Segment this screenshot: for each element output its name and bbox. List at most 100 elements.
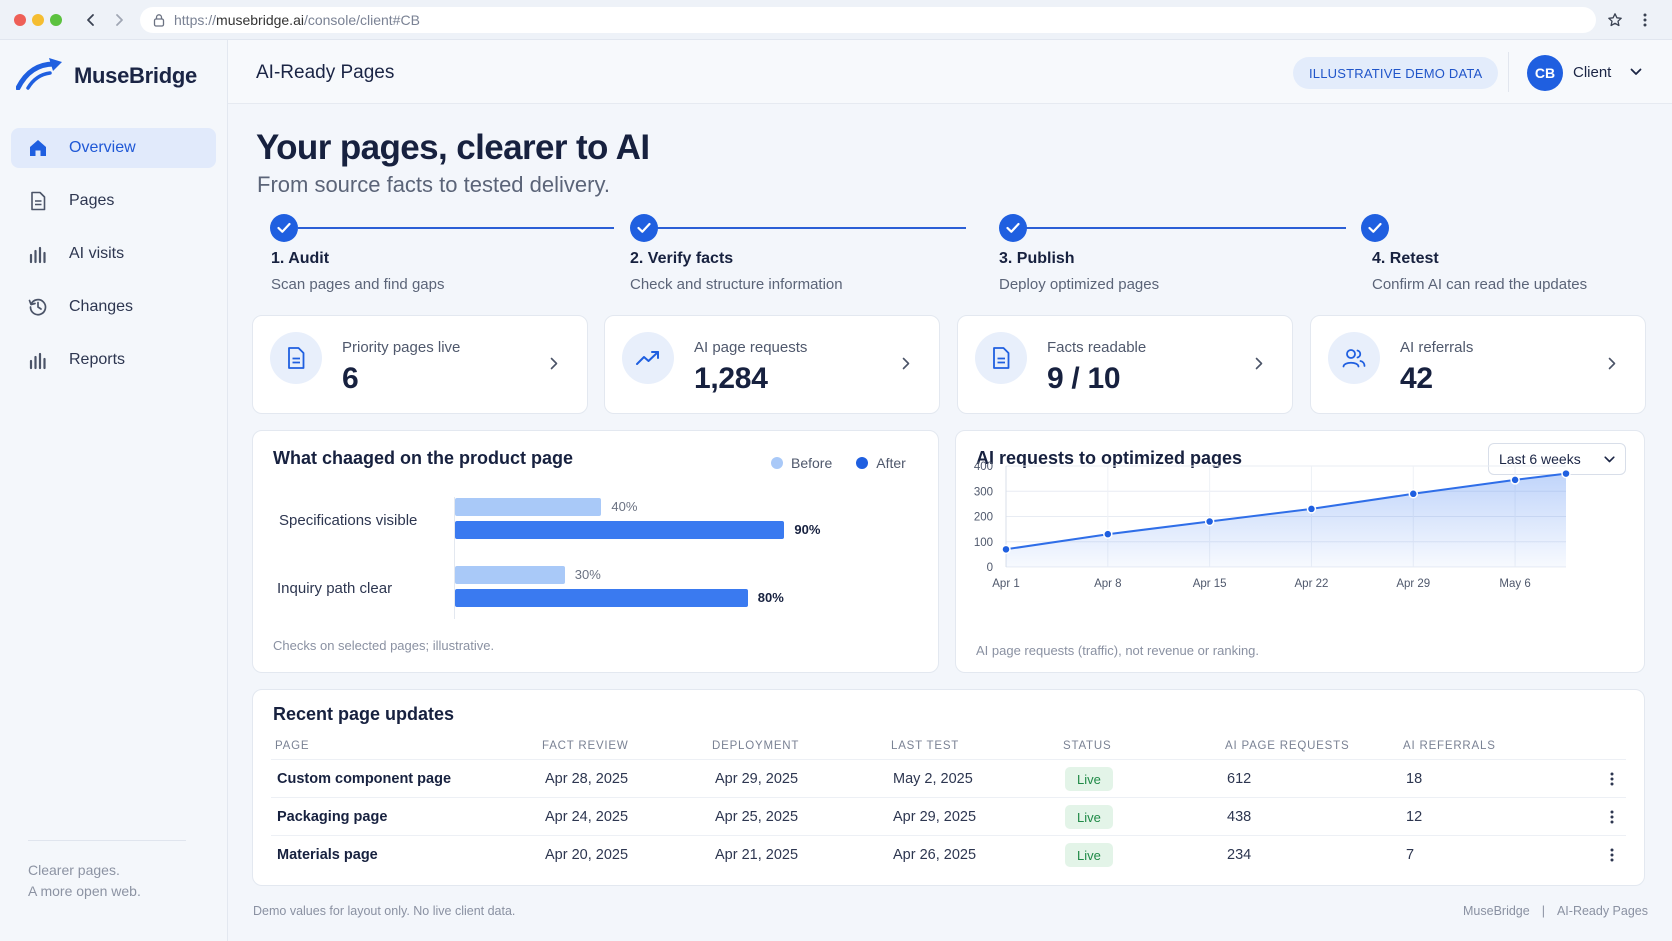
chart-footnote: Checks on selected pages; illustrative. xyxy=(273,638,495,653)
bar-before-inquiry xyxy=(455,566,565,584)
cell-page[interactable]: Packaging page xyxy=(277,809,388,825)
panel-title: Recent page updates xyxy=(273,704,455,724)
step-title: 1. Audit xyxy=(271,250,330,267)
date-range-select[interactable]: Last 6 weeks xyxy=(1488,443,1626,475)
sidebar-item-overview[interactable]: Overview xyxy=(11,128,216,168)
sidebar-item-label: AI visits xyxy=(69,245,125,262)
status-badge: Live xyxy=(1065,843,1113,867)
footer-product-name: AI-Ready Pages xyxy=(1556,904,1648,918)
chevron-right-icon xyxy=(1603,354,1621,372)
home-icon xyxy=(27,137,49,159)
sidebar-item-reports[interactable]: Reports xyxy=(11,340,216,380)
y-tick-label: 400 xyxy=(974,461,993,473)
step-connector xyxy=(646,227,966,229)
hero-title: Your pages, clearer to AI xyxy=(256,128,650,167)
cell-page[interactable]: Custom component page xyxy=(277,771,452,787)
step-title: 3. Publish xyxy=(999,250,1075,267)
maximize-window-dot[interactable] xyxy=(50,14,62,26)
users-icon xyxy=(1328,332,1380,384)
column-header[interactable]: AI PAGE REQUESTS xyxy=(1225,740,1350,752)
status-badge: Live xyxy=(1065,805,1113,829)
sidebar-item-pages[interactable]: Pages xyxy=(11,181,216,221)
step-complete-check-icon xyxy=(630,214,658,242)
sidebar-item-changes[interactable]: Changes xyxy=(11,287,216,327)
column-header[interactable]: AI REFERRALS xyxy=(1403,740,1496,752)
kpi-card-ai-referrals[interactable]: AI referrals 42 xyxy=(1310,315,1646,414)
step-description: Scan pages and find gaps xyxy=(271,276,445,293)
data-point xyxy=(1001,544,1011,555)
brand-logo[interactable]: MuseBridge xyxy=(15,56,197,95)
status-badge: Live xyxy=(1065,767,1113,791)
row-menu-icon[interactable] xyxy=(1602,844,1622,866)
y-tick-label: 200 xyxy=(974,512,993,524)
browser-menu-icon[interactable] xyxy=(1634,9,1656,31)
x-tick-label: Apr 22 xyxy=(1295,578,1329,590)
chevron-down-icon[interactable] xyxy=(1626,62,1646,82)
musebridge-logo-icon xyxy=(15,56,66,95)
column-header[interactable]: STATUS xyxy=(1063,740,1112,752)
cell-deployment: Apr 21, 2025 xyxy=(715,847,799,863)
step-complete-check-icon xyxy=(1361,214,1389,242)
row-menu-icon[interactable] xyxy=(1602,806,1622,828)
sidebar-item-label: Reports xyxy=(69,351,126,368)
cell-page[interactable]: Materials page xyxy=(277,847,378,863)
table-row[interactable]: Packaging page Apr 24, 2025 Apr 25, 2025… xyxy=(271,797,1626,835)
document-icon xyxy=(975,332,1027,384)
bar-after-specifications xyxy=(455,521,785,539)
url-host: musebridge.ai xyxy=(216,12,304,28)
sidebar: MuseBridge Overview Pages AI visits Chan… xyxy=(0,40,228,941)
sidebar-tagline: Clearer pages. A more open web. xyxy=(28,860,198,902)
sidebar-item-ai-visits[interactable]: AI visits xyxy=(11,234,216,274)
bookmark-star-icon[interactable] xyxy=(1604,9,1626,31)
column-header[interactable]: FACT REVIEW xyxy=(542,740,629,752)
cell-ai-requests: 438 xyxy=(1227,809,1252,825)
chevron-down-icon xyxy=(1601,451,1617,467)
table-row[interactable]: Materials page Apr 20, 2025 Apr 21, 2025… xyxy=(271,835,1626,873)
address-bar[interactable]: https://musebridge.ai/console/client#CB xyxy=(140,7,1596,33)
step-complete-check-icon xyxy=(270,214,298,242)
close-window-dot[interactable] xyxy=(14,14,26,26)
minimize-window-dot[interactable] xyxy=(32,14,44,26)
series-area xyxy=(1006,473,1566,567)
cell-deployment: Apr 29, 2025 xyxy=(715,771,799,787)
forward-icon[interactable] xyxy=(108,9,130,31)
step-connector xyxy=(298,227,614,229)
x-tick-label: Apr 15 xyxy=(1193,578,1227,590)
ai-requests-panel: AI requests to optimized pages Last 6 we… xyxy=(955,430,1645,673)
header-divider xyxy=(1508,52,1509,92)
kpi-card-facts-readable[interactable]: Facts readable 9 / 10 xyxy=(957,315,1293,414)
cell-fact-review: Apr 28, 2025 xyxy=(545,771,629,787)
back-icon[interactable] xyxy=(80,9,102,31)
history-icon xyxy=(27,296,49,318)
row-menu-icon[interactable] xyxy=(1602,768,1622,790)
data-point xyxy=(1510,475,1520,485)
cell-ai-requests: 612 xyxy=(1227,771,1252,787)
sidebar-divider xyxy=(28,840,186,841)
trend-up-icon xyxy=(622,332,674,384)
date-range-value: Last 6 weeks xyxy=(1499,451,1581,467)
tagline-line-1: Clearer pages. xyxy=(28,862,120,878)
column-header[interactable]: PAGE xyxy=(275,740,310,752)
user-name[interactable]: Client xyxy=(1573,64,1612,81)
avatar[interactable]: CB xyxy=(1527,55,1563,91)
bar-after-inquiry xyxy=(455,589,748,607)
panel-title: AI requests to optimized pages xyxy=(976,448,1243,468)
column-header[interactable]: LAST TEST xyxy=(891,740,960,752)
x-tick-label: Apr 8 xyxy=(1094,578,1122,590)
x-tick-label: Apr 29 xyxy=(1396,578,1430,590)
legend-label-after: After xyxy=(876,455,906,471)
sidebar-item-label: Changes xyxy=(69,298,134,315)
table-row[interactable]: Custom component page Apr 28, 2025 Apr 2… xyxy=(271,759,1626,797)
chart-legend: Before After xyxy=(771,455,906,471)
sidebar-item-label: Pages xyxy=(69,192,115,209)
url-path: /console/client#CB xyxy=(303,12,420,28)
sidebar-nav: Overview Pages AI visits Changes Reports xyxy=(11,128,216,393)
page-title: AI-Ready Pages xyxy=(256,62,395,83)
cell-deployment: Apr 25, 2025 xyxy=(715,809,799,825)
kpi-card-ai-page-requests[interactable]: AI page requests 1,284 xyxy=(604,315,940,414)
column-header[interactable]: DEPLOYMENT xyxy=(712,740,800,752)
document-icon xyxy=(270,332,322,384)
kpi-value: 9 / 10 xyxy=(1047,362,1121,395)
kpi-card-priority-pages[interactable]: Priority pages live 6 xyxy=(252,315,588,414)
data-point xyxy=(1408,489,1419,499)
